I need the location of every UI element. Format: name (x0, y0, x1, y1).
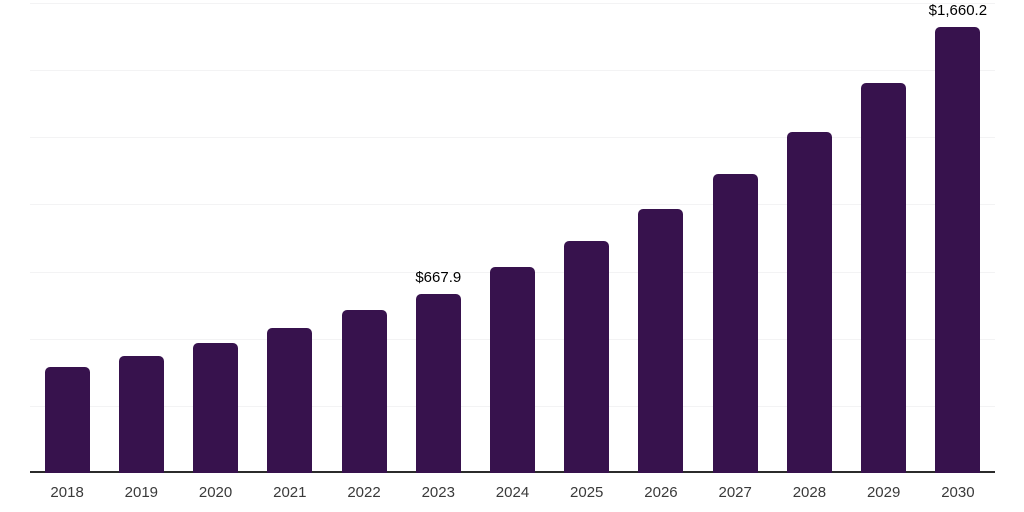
bar-2022 (341, 309, 387, 473)
bar-2028 (786, 131, 832, 473)
x-tick-2026: 2026 (644, 484, 678, 501)
x-tick-2029: 2029 (866, 484, 901, 501)
bar-2019 (118, 356, 164, 473)
gridline (30, 3, 995, 4)
bar-2026 (638, 208, 684, 473)
bar-2023 (415, 293, 461, 473)
bar-2024 (490, 267, 535, 473)
x-tick-2024: 2024 (495, 484, 530, 501)
bar-2027 (712, 174, 758, 473)
bar-2021 (267, 327, 313, 473)
gridline (30, 204, 995, 206)
bar-value-label-2030: $1,660.2 (928, 2, 988, 20)
bar-2018 (44, 367, 90, 473)
bar-2029 (861, 83, 907, 473)
x-tick-2019: 2019 (124, 484, 159, 501)
x-tick-2030: 2030 (941, 484, 975, 501)
bar-2025 (564, 240, 610, 473)
x-tick-2023: 2023 (421, 484, 455, 501)
x-tick-2022: 2022 (347, 484, 381, 501)
x-tick-2025: 2025 (570, 484, 604, 501)
gridline (30, 137, 995, 139)
x-tick-2028: 2028 (792, 484, 827, 501)
gridline (30, 70, 995, 72)
bar-2020 (193, 343, 239, 473)
x-tick-2020: 2020 (198, 484, 233, 501)
x-tick-2018: 2018 (50, 484, 84, 501)
x-tick-2027: 2027 (718, 484, 752, 501)
x-tick-2021: 2021 (273, 484, 307, 501)
bar-2030 (935, 27, 981, 473)
bar-value-label-2023: $667.9 (415, 268, 462, 286)
